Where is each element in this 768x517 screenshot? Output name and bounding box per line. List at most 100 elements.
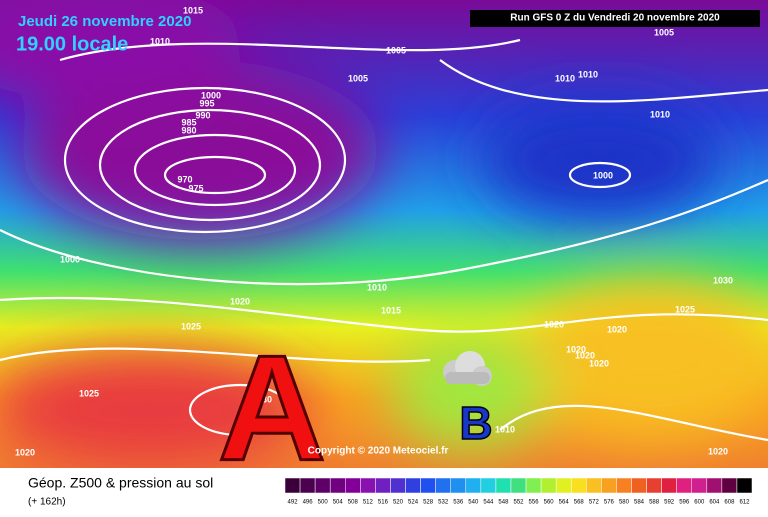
isobar-label: 1020 — [708, 446, 728, 456]
isobar-label: 1010 — [367, 282, 387, 292]
isobar-label: 1010 — [650, 109, 670, 119]
isobar-label: 1020 — [589, 358, 609, 368]
colorbar-label: 504 — [333, 500, 344, 506]
colorbar-swatch — [661, 477, 677, 494]
colorbar-label: 548 — [498, 500, 509, 506]
isobar-label: 1010 — [555, 73, 575, 83]
copyright: Copyright © 2020 Meteociel.fr — [308, 446, 449, 457]
isobar-label: 985 — [181, 117, 196, 127]
isobar-label: 1020 — [607, 324, 627, 334]
isobar-label: 1020 — [15, 447, 35, 457]
colorbar-label: 580 — [619, 500, 630, 506]
colorbar-label: 572 — [589, 500, 600, 506]
isobar-label: 1000 — [201, 90, 221, 100]
colorbar-label: 560 — [544, 500, 555, 506]
colorbar-label: 508 — [348, 500, 359, 506]
isobar-label: 1030 — [252, 394, 272, 404]
isobar-label: 1020 — [566, 344, 586, 354]
colorbar-swatch — [691, 477, 708, 494]
isobars — [0, 38, 768, 442]
colorbar-swatch — [555, 477, 572, 494]
colorbar-swatch — [525, 477, 542, 494]
colorbar-swatch — [676, 477, 692, 494]
isobar-label: 1005 — [348, 73, 368, 83]
isobar-label: 1025 — [79, 388, 99, 398]
colorbar-swatch — [435, 477, 451, 494]
footer-title: Géop. Z500 & pression au sol — [28, 475, 213, 491]
isobar-label: 970 — [177, 174, 192, 184]
isobar-label: 1010 — [150, 36, 170, 46]
isobar-label: 1015 — [183, 5, 203, 15]
colorbar-label: 576 — [604, 500, 615, 506]
colorbar-swatch — [586, 477, 602, 494]
colorbar-label: 552 — [513, 500, 524, 506]
colorbar-label: 540 — [468, 500, 479, 506]
colorbar-label: 612 — [739, 500, 750, 506]
colorbar-swatch — [345, 477, 361, 494]
isobar-label: 995 — [199, 98, 214, 108]
time-label: 19.00 locale — [16, 33, 128, 55]
colorbar-label: 608 — [724, 500, 735, 506]
colorbar-swatch — [540, 477, 557, 494]
colorbar-swatch — [646, 477, 662, 494]
isobar-label: 1010 — [495, 424, 515, 434]
colorbar-swatch — [329, 477, 346, 494]
colorbar-swatch — [314, 477, 331, 494]
isobar-label: 1025 — [181, 321, 201, 331]
colorbar-swatch — [616, 477, 632, 494]
date-label: Jeudi 26 novembre 2020 — [18, 13, 191, 30]
colorbar-swatch — [601, 477, 617, 494]
run-label: Run GFS 0 Z du Vendredi 20 novembre 2020 — [510, 13, 720, 24]
colorbar-swatch — [450, 477, 467, 494]
colorbar-label: 584 — [634, 500, 645, 506]
colorbar-label: 596 — [679, 500, 690, 506]
colorbar-label: 556 — [529, 500, 540, 506]
isobar-label: 975 — [188, 183, 203, 193]
colorbar-swatch — [299, 477, 316, 494]
colorbar-label: 536 — [453, 500, 464, 506]
colorbar-label: 520 — [393, 500, 404, 506]
colorbar-swatch — [405, 477, 421, 494]
colorbar-label: 492 — [288, 500, 299, 506]
colorbar-label: 528 — [423, 500, 434, 506]
colorbar: 492 496 500 504 508 512 516 520 524 528 532 536 540 5… — [284, 477, 753, 506]
isobar-label: 1005 — [386, 45, 406, 55]
colorbar-label: 532 — [438, 500, 449, 506]
colorbar-swatch — [284, 477, 301, 494]
colorbar-swatch — [631, 477, 647, 494]
footer-lead: (+ 162h) — [28, 497, 66, 508]
colorbar-label: 516 — [378, 500, 389, 506]
colorbar-swatch — [706, 477, 723, 494]
isobar-label: 1030 — [713, 275, 733, 285]
colorbar-label: 588 — [649, 500, 660, 506]
colorbar-swatch — [360, 477, 376, 494]
isobar-label: 1025 — [675, 304, 695, 314]
high-pressure-marker: A — [218, 324, 326, 492]
colorbar-swatch — [570, 477, 587, 494]
isobar-label: 1000 — [60, 254, 80, 264]
colorbar-swatch — [510, 477, 527, 494]
colorbar-swatch — [495, 477, 512, 494]
isobar-label: 1000 — [593, 170, 613, 180]
colorbar-label: 592 — [664, 500, 675, 506]
colorbar-swatch — [375, 477, 391, 494]
colorbar-swatch — [480, 477, 497, 494]
isobar-label: 1005 — [654, 27, 674, 37]
colorbar-label: 496 — [303, 500, 314, 506]
colorbar-label: 604 — [709, 500, 720, 506]
colorbar-swatch — [736, 477, 753, 494]
colorbar-label: 600 — [694, 500, 705, 506]
isobar-label: 990 — [195, 110, 210, 120]
colorbar-label: 544 — [483, 500, 494, 506]
colorbar-label: 500 — [318, 500, 329, 506]
colorbar-label: 564 — [559, 500, 570, 506]
colorbar-swatch — [465, 477, 482, 494]
colorbar-label: 524 — [408, 500, 419, 506]
run-box — [470, 10, 760, 27]
low-pressure-marker: B — [459, 397, 492, 449]
colorbar-label: 568 — [574, 500, 585, 506]
weather-icon — [443, 351, 492, 386]
colorbar-swatch — [420, 477, 436, 494]
colorbar-swatch — [721, 477, 738, 494]
